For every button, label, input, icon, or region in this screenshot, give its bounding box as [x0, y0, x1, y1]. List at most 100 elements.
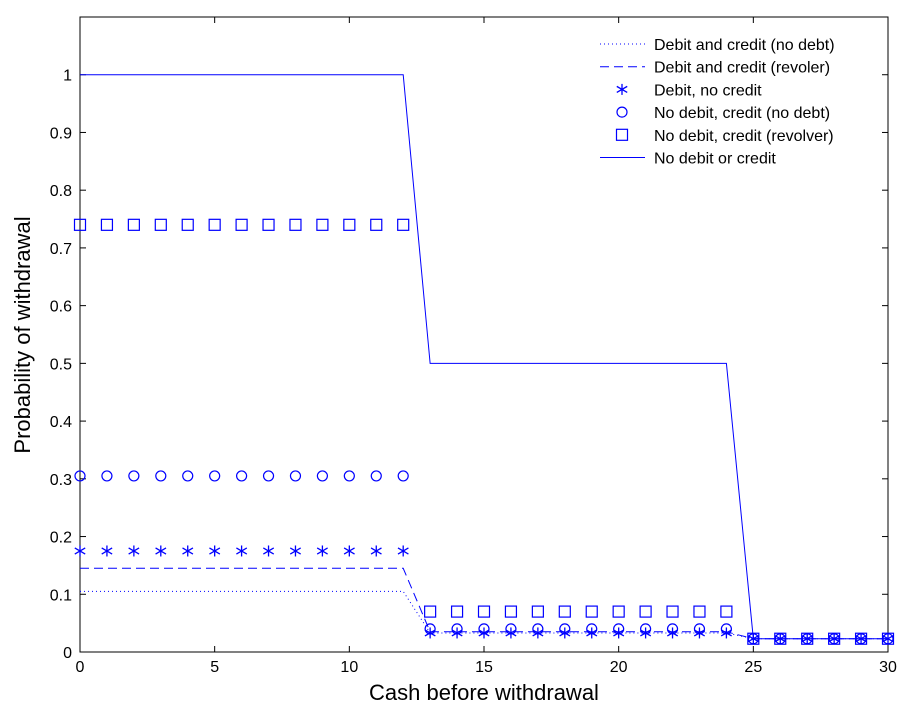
series-point: [155, 545, 167, 557]
series-point: [559, 627, 571, 639]
series-point: [262, 545, 275, 557]
series-point: [613, 627, 625, 639]
series-layer: [73, 74, 895, 645]
series-point: [262, 218, 275, 231]
x-axis-title: Cash before withdrawal: [369, 680, 599, 705]
legend-item: Debit and credit (revoler): [600, 60, 830, 77]
series-point: [693, 623, 706, 635]
series-point: [343, 545, 355, 557]
series-point: [101, 470, 113, 482]
series-point: [100, 218, 114, 231]
series-point: [181, 218, 194, 231]
series-point: [397, 218, 410, 231]
series-point: [397, 470, 409, 482]
legend-label: No debit or credit: [654, 151, 776, 168]
y-tick-label: 0.6: [50, 299, 72, 316]
series-point: [477, 605, 491, 618]
y-tick-label: 0.5: [50, 356, 72, 373]
legend-label: No debit, credit (revolver): [654, 128, 834, 145]
x-tick-label: 10: [340, 659, 358, 676]
legend-item: No debit, credit (revolver): [615, 128, 834, 145]
x-tick-label: 20: [610, 659, 628, 676]
series-point: [720, 627, 732, 639]
legend-label: Debit and credit (no debt): [654, 37, 835, 54]
series-point: [289, 545, 302, 557]
series-point: [720, 605, 733, 618]
series-point: [209, 545, 221, 557]
series-point: [289, 470, 302, 482]
series-point: [532, 627, 544, 639]
series-point: [208, 218, 221, 231]
series-point: [343, 218, 356, 231]
legend-swatch: [616, 106, 628, 118]
series-point: [612, 605, 625, 618]
series-point: [639, 605, 652, 618]
series-point: [451, 623, 463, 635]
y-tick-label: 0.1: [50, 587, 72, 604]
series-point: [558, 605, 571, 618]
series-point: [370, 545, 382, 557]
series-point: [424, 605, 437, 618]
series-point: [504, 605, 518, 618]
y-tick-label: 0.8: [50, 183, 72, 200]
series-point: [613, 623, 625, 635]
series-point: [559, 623, 571, 635]
y-tick-label: 0.7: [50, 241, 72, 258]
x-tick-label: 15: [475, 659, 493, 676]
y-tick-label: 0.3: [50, 472, 72, 489]
series-point: [73, 218, 87, 231]
x-tick-label: 5: [210, 659, 219, 676]
series-point: [666, 605, 679, 618]
series-point: [74, 470, 86, 482]
series-point: [236, 545, 248, 557]
series-point: [182, 470, 194, 482]
series-point: [289, 218, 302, 231]
series-point: [450, 605, 464, 618]
series-point: [128, 545, 140, 557]
y-tick-label: 0: [63, 645, 72, 662]
y-tick-label: 0.9: [50, 125, 72, 142]
series-point: [639, 623, 652, 635]
series-point: [451, 627, 463, 639]
series-point: [397, 545, 409, 557]
series-point: [424, 623, 436, 635]
series-point: [154, 218, 167, 231]
series-point: [505, 627, 517, 639]
axis-ticks: 0 5 10 15 20 25 30 0 0.1 0.2 0.3 0.4 0.5 0.6 0.7 0.8 0.9…: [50, 17, 897, 676]
legend-item: No debit or credit: [600, 151, 776, 168]
series-point: [424, 627, 436, 639]
series-point: [235, 218, 248, 231]
legend-label: Debit, no credit: [654, 82, 762, 99]
series-point: [478, 627, 490, 639]
y-tick-label: 0.4: [50, 414, 72, 431]
y-tick-label: 0.2: [50, 530, 72, 547]
series-point: [236, 470, 248, 482]
series-point: [586, 623, 598, 635]
series-5: [80, 74, 888, 640]
series-point: [209, 470, 221, 482]
series-point: [720, 623, 733, 635]
series-point: [666, 623, 679, 635]
legend-item: No debit, credit (no debt): [616, 105, 830, 122]
legend-label: No debit, credit (no debt): [654, 105, 830, 122]
legend-label: Debit and credit (revoler): [654, 60, 830, 77]
series-point: [370, 218, 383, 231]
series-point: [182, 545, 194, 557]
legend-item: Debit, no credit: [616, 82, 762, 99]
series-point: [316, 545, 328, 557]
series-point: [74, 545, 86, 557]
series-point: [316, 470, 328, 482]
y-axis-title: Probability of withdrawal: [10, 216, 35, 453]
series-line: [80, 74, 888, 640]
series-point: [478, 623, 490, 635]
series-point: [585, 605, 598, 618]
series-point: [262, 470, 275, 482]
series-point: [693, 627, 706, 639]
series-point: [531, 605, 544, 618]
legend-swatch: [615, 128, 629, 141]
x-tick-label: 30: [879, 659, 897, 676]
x-tick-label: 25: [744, 659, 762, 676]
series-point: [155, 470, 167, 482]
legend-swatch: [616, 83, 628, 95]
